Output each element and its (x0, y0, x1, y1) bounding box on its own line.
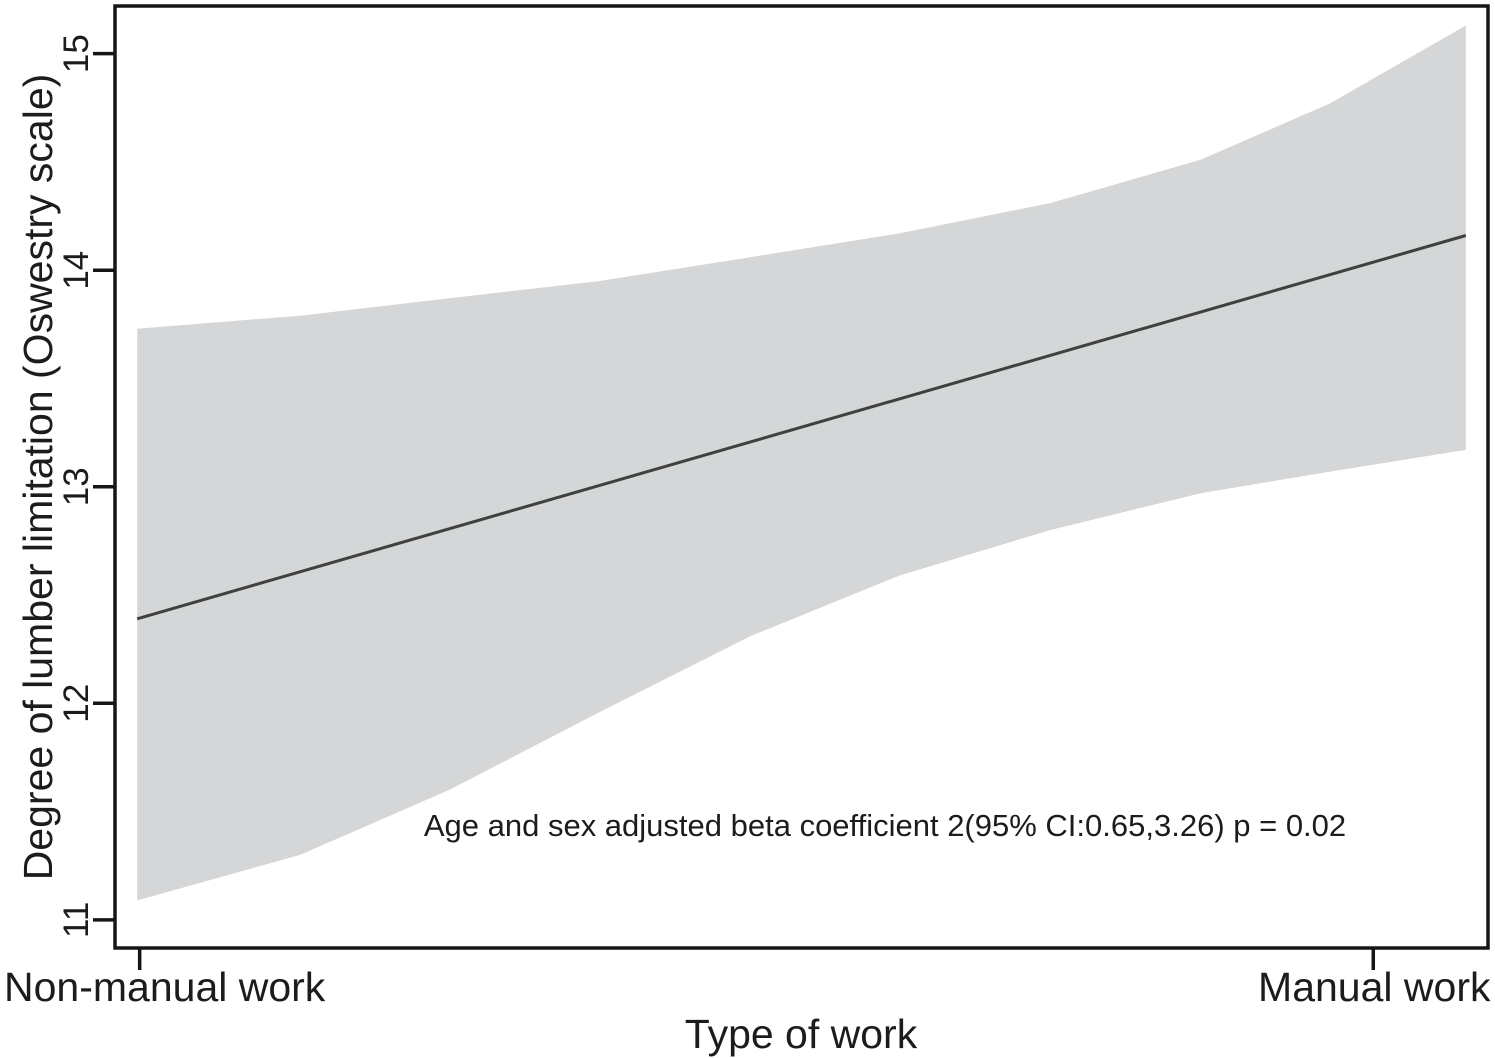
y-tick-label: 13 (57, 467, 96, 506)
x-axis-ticks (137, 948, 1376, 970)
y-axis-ticks (93, 51, 115, 922)
fitted-line (136, 234, 1467, 621)
plot-frame (113, 4, 1490, 950)
y-tick-label: 14 (57, 251, 96, 290)
y-axis-title: Degree of lumber limitation (Oswestry sc… (15, 74, 61, 881)
x-category-label-manual: Manual work (1258, 964, 1491, 1010)
beta-coefficient-annotation: Age and sex adjusted beta coefficient 2(… (424, 808, 1346, 843)
y-axis-tick-labels: 11 12 13 14 15 (57, 34, 96, 938)
confidence-band (137, 25, 1466, 901)
y-tick-label: 15 (57, 34, 96, 73)
y-tick-label: 12 (57, 684, 96, 723)
y-tick-label: 11 (57, 902, 96, 938)
x-axis-title: Type of work (685, 1011, 918, 1057)
x-category-label-non-manual: Non-manual work (4, 964, 326, 1010)
